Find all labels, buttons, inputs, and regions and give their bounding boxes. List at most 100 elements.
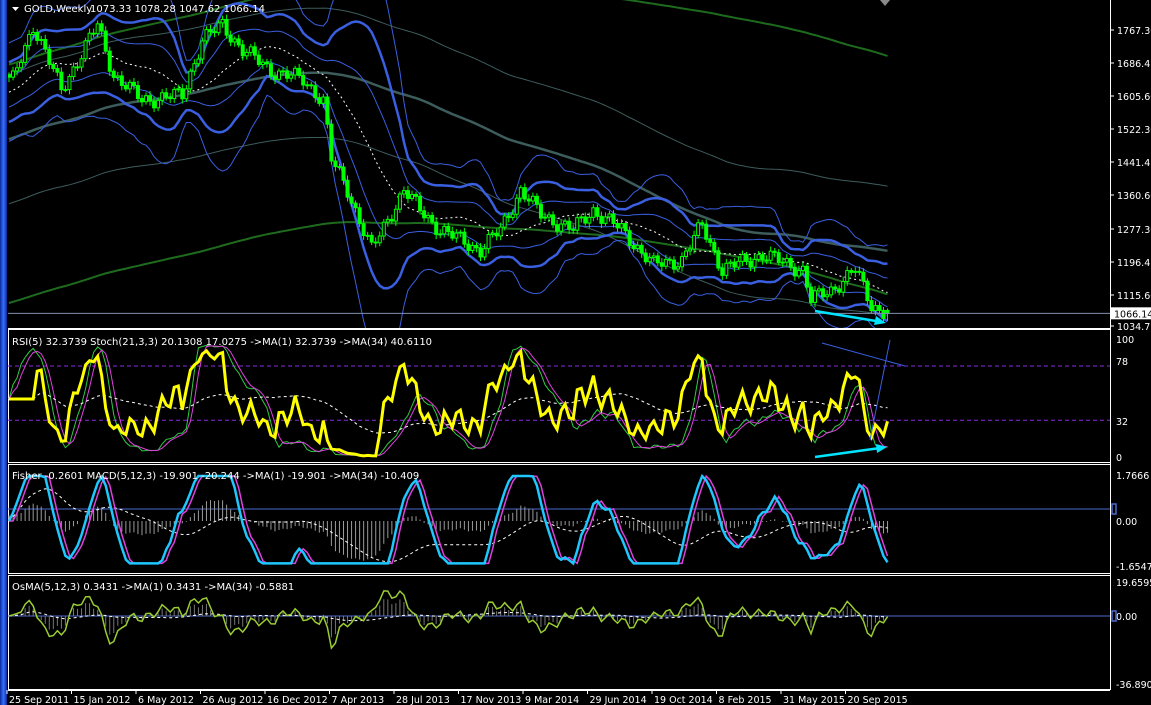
candle[interactable]	[385, 215, 390, 227]
candle[interactable]	[784, 254, 789, 267]
candle[interactable]	[438, 229, 443, 239]
candle[interactable]	[180, 83, 185, 104]
candle[interactable]	[522, 183, 527, 203]
fisher-macd-panel[interactable]	[8, 473, 1110, 566]
candle[interactable]	[567, 217, 572, 235]
candle[interactable]	[305, 81, 310, 90]
candle[interactable]	[486, 231, 491, 254]
candle[interactable]	[87, 28, 92, 46]
candle[interactable]	[345, 175, 350, 202]
candle[interactable]	[756, 250, 761, 262]
candle[interactable]	[369, 232, 374, 245]
candle[interactable]	[83, 37, 88, 62]
candle[interactable]	[571, 224, 576, 234]
candle[interactable]	[393, 204, 398, 226]
candle[interactable]	[675, 261, 680, 273]
candle[interactable]	[470, 241, 475, 254]
candle[interactable]	[39, 35, 44, 45]
candle[interactable]	[95, 20, 100, 38]
candle[interactable]	[877, 302, 882, 314]
candle[interactable]	[748, 257, 753, 272]
candle[interactable]	[341, 163, 346, 185]
candle[interactable]	[841, 276, 846, 297]
candle[interactable]	[373, 237, 378, 248]
candle[interactable]	[615, 218, 620, 232]
candle[interactable]	[321, 93, 326, 108]
trendline[interactable]	[869, 339, 891, 441]
candle[interactable]	[176, 84, 181, 93]
candle[interactable]	[813, 286, 817, 308]
candle[interactable]	[200, 37, 205, 64]
candle[interactable]	[780, 257, 785, 268]
candle[interactable]	[156, 97, 161, 112]
candle[interactable]	[353, 200, 358, 213]
candle[interactable]	[442, 223, 447, 238]
candle[interactable]	[59, 67, 64, 95]
candle[interactable]	[281, 66, 286, 76]
candle[interactable]	[623, 221, 628, 234]
candle[interactable]	[240, 39, 245, 61]
candle[interactable]	[357, 203, 362, 227]
candle[interactable]	[466, 239, 471, 256]
candle[interactable]	[349, 193, 354, 207]
candle[interactable]	[551, 211, 556, 229]
candle[interactable]	[817, 285, 822, 294]
candle[interactable]	[885, 308, 890, 321]
candle[interactable]	[148, 91, 153, 106]
candle[interactable]	[71, 62, 76, 81]
candle[interactable]	[639, 242, 644, 258]
candle[interactable]	[144, 92, 149, 105]
candle[interactable]	[736, 256, 741, 270]
candle[interactable]	[776, 248, 781, 266]
candle[interactable]	[256, 50, 261, 67]
candle[interactable]	[732, 258, 737, 272]
candle[interactable]	[220, 15, 225, 28]
candle[interactable]	[591, 204, 596, 222]
candle[interactable]	[172, 86, 177, 103]
candle[interactable]	[667, 256, 672, 265]
candle[interactable]	[103, 26, 108, 54]
candle[interactable]	[458, 229, 463, 238]
candle[interactable]	[63, 85, 68, 93]
candle[interactable]	[252, 42, 257, 60]
candle[interactable]	[708, 234, 713, 247]
candle[interactable]	[514, 194, 519, 219]
candle[interactable]	[99, 20, 104, 36]
candle[interactable]	[821, 285, 826, 302]
candle[interactable]	[627, 226, 632, 251]
candle[interactable]	[67, 73, 72, 95]
candle[interactable]	[27, 29, 32, 51]
candle[interactable]	[728, 259, 733, 268]
candle[interactable]	[752, 254, 757, 272]
candle[interactable]	[333, 156, 338, 172]
candle[interactable]	[474, 242, 479, 253]
candle[interactable]	[79, 55, 84, 72]
candle[interactable]	[422, 206, 427, 222]
candle[interactable]	[663, 254, 668, 270]
candle[interactable]	[462, 227, 467, 248]
candle[interactable]	[23, 42, 28, 66]
candle[interactable]	[530, 192, 535, 205]
candle[interactable]	[792, 263, 797, 281]
candle[interactable]	[688, 244, 693, 256]
candle[interactable]	[264, 58, 269, 68]
candle[interactable]	[434, 217, 439, 240]
candle[interactable]	[837, 285, 842, 296]
candle[interactable]	[389, 214, 394, 224]
candle[interactable]	[655, 252, 660, 267]
candle[interactable]	[127, 79, 132, 94]
candle[interactable]	[595, 204, 600, 221]
candle[interactable]	[559, 219, 564, 236]
candle[interactable]	[43, 34, 48, 52]
candle[interactable]	[861, 268, 866, 286]
candle[interactable]	[450, 226, 455, 241]
candle[interactable]	[301, 70, 306, 90]
candle[interactable]	[825, 290, 830, 301]
candle[interactable]	[119, 71, 124, 91]
candle[interactable]	[684, 248, 689, 260]
chart-shift-marker-icon[interactable]	[880, 0, 890, 6]
candle[interactable]	[401, 186, 406, 199]
candle[interactable]	[804, 263, 809, 292]
candle[interactable]	[849, 268, 854, 276]
trendline[interactable]	[821, 342, 906, 367]
